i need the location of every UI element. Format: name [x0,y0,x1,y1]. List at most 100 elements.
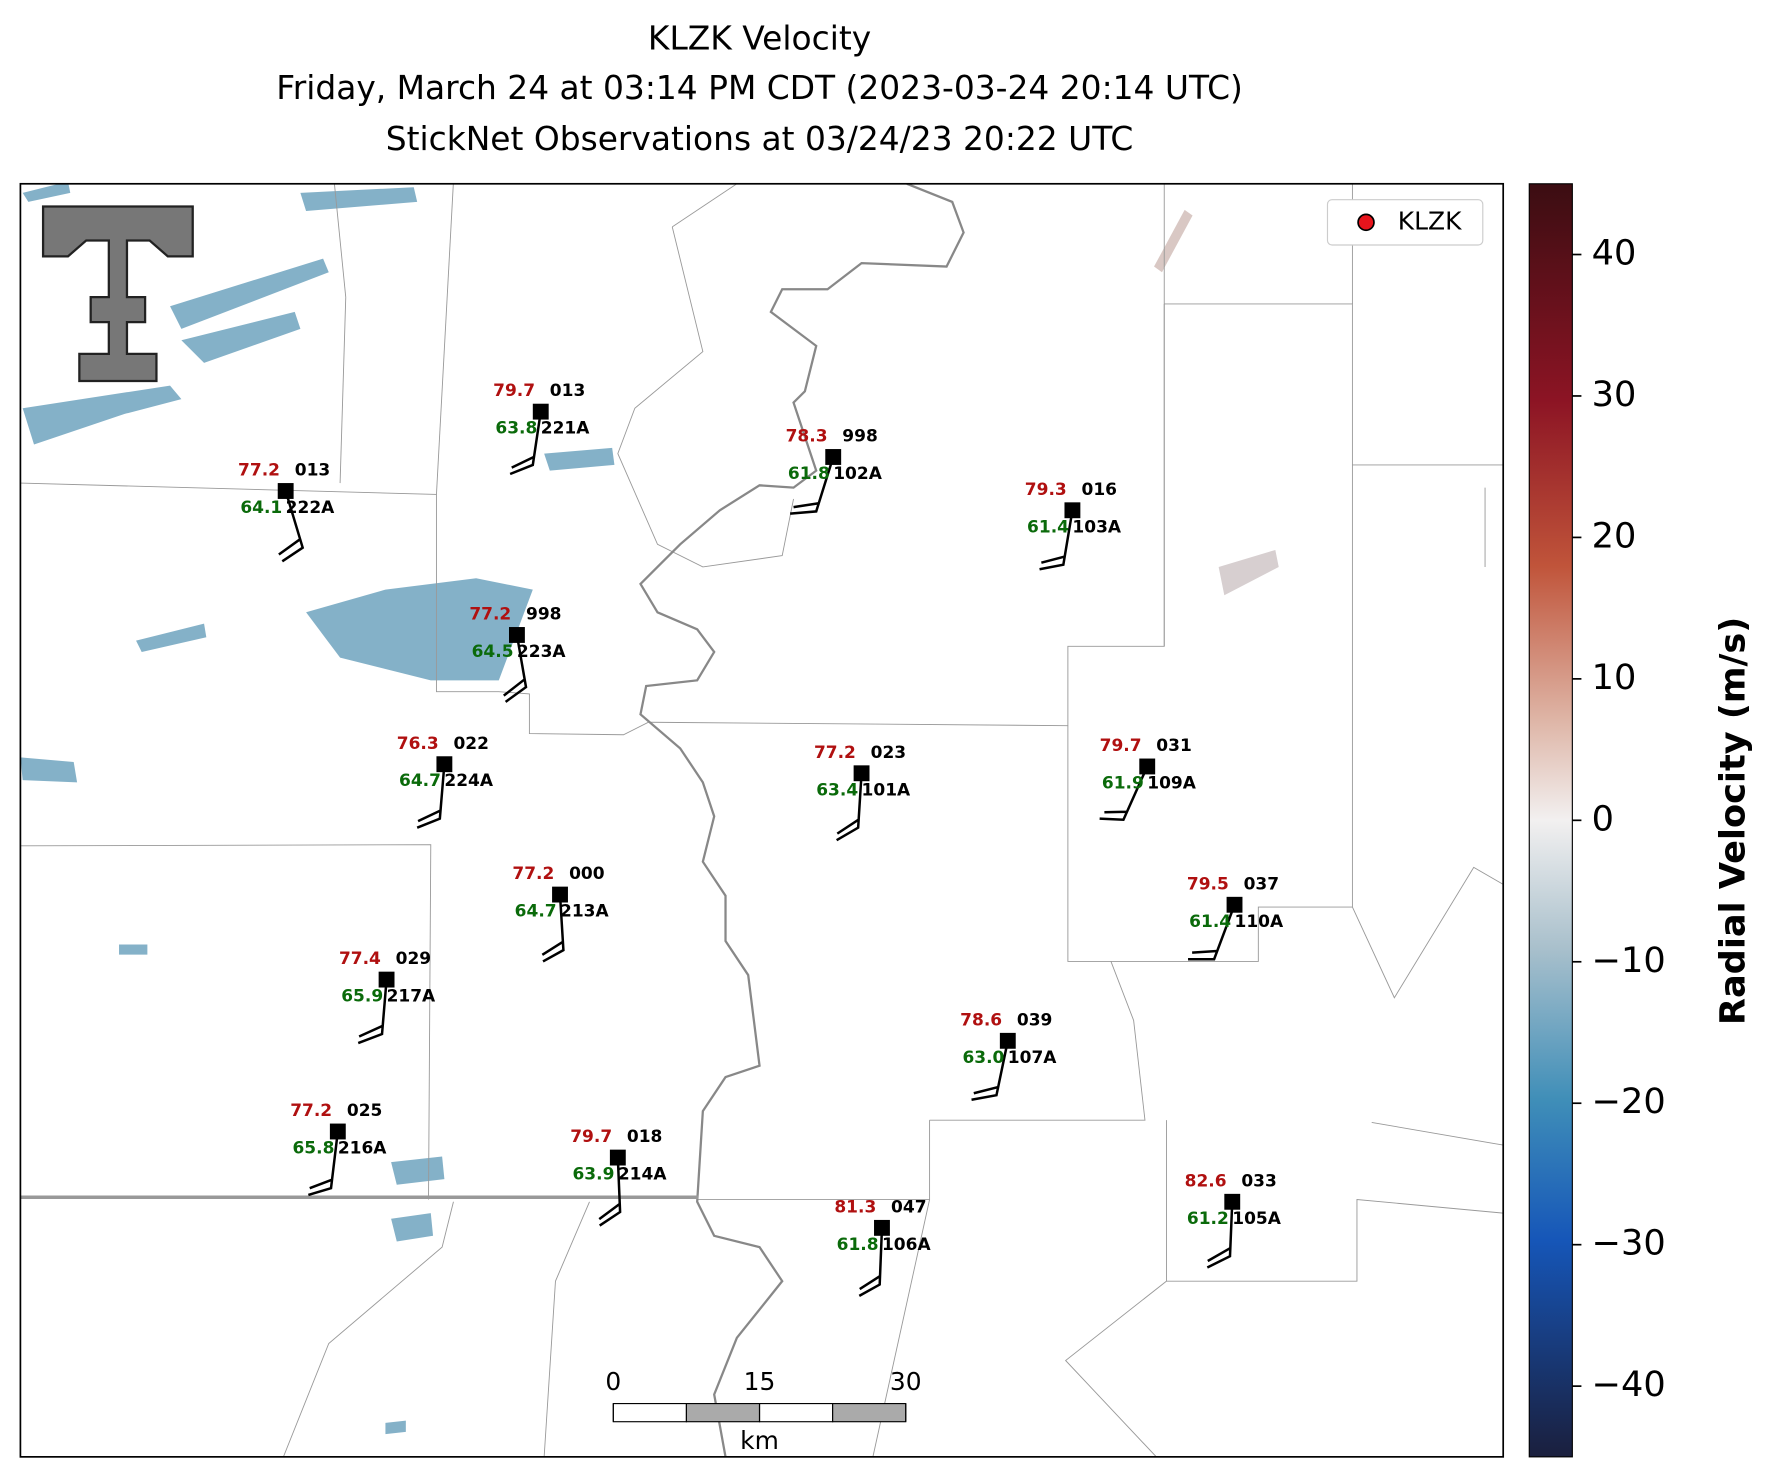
dewpoint: 64.7 [515,902,557,922]
station-marker [874,1219,890,1236]
station-id: 222A [286,498,335,518]
station-id: 103A [1072,517,1121,537]
wind-barb [357,979,388,1045]
legend-marker [1357,213,1375,232]
scale-tick-label: 30 [890,1367,922,1396]
wind-barb [1039,510,1074,571]
pressure: 022 [453,734,488,754]
wind-barb [503,634,528,703]
temperature: 78.6 [960,1010,1002,1030]
dewpoint: 61.9 [1102,773,1144,793]
station-id: 106A [882,1235,931,1255]
colorbar-label: Radial Velocity (m/s) [1712,617,1753,1025]
river [639,183,965,1457]
temperature: 79.7 [493,381,535,401]
pressure: 998 [526,605,562,625]
scale-bar: 0 15 30 km [605,1367,921,1455]
colorbar-tick-label: 30 [1592,374,1637,415]
scale-segment [612,1403,687,1423]
station-id: 107A [1008,1048,1057,1068]
station-id: 101A [862,780,911,800]
station-id: 221A [541,419,590,439]
pressure: 039 [1017,1010,1053,1030]
dewpoint: 64.5 [472,642,514,662]
station-id: 214A [618,1165,667,1185]
temperature: 81.3 [834,1197,876,1217]
station-id: 223A [517,642,566,662]
station-marker [853,765,870,782]
station-marker [277,483,294,499]
pressure: 029 [396,949,431,969]
scale-tick-label: 15 [744,1367,776,1396]
dewpoint: 65.8 [292,1139,334,1159]
dewpoint: 61.2 [1187,1209,1229,1229]
station-marker [1224,1193,1241,1210]
station-marker [329,1123,346,1140]
pressure: 013 [550,381,586,401]
subtitle: Friday, March 24 at 03:14 PM CDT (2023-0… [276,68,1243,107]
map-layer [20,183,1504,1457]
temperature: 79.3 [1025,480,1067,500]
dewpoint: 63.9 [572,1165,614,1185]
station-marker [1064,502,1081,519]
temperature: 77.2 [238,461,280,481]
dewpoint: 63.8 [495,419,537,439]
scale-segment [832,1403,907,1423]
station-marker [609,1149,626,1166]
dewpoint: 65.9 [341,987,383,1007]
station-marker [532,403,549,420]
scale-segment [758,1403,834,1423]
station-id: 102A [833,464,882,484]
station-marker [436,756,453,773]
colorbar-tick-label: 20 [1592,515,1637,556]
wind-barb [858,1227,884,1297]
station-marker [552,886,568,903]
dewpoint: 64.1 [240,498,282,518]
title: KLZK Velocity [648,18,871,57]
station-marker [378,971,395,988]
pressure: 037 [1244,874,1280,894]
scale-segment [685,1403,761,1423]
station-id: 105A [1232,1209,1281,1229]
pressure: 000 [569,864,605,884]
colorbar-tick-label: 10 [1592,657,1637,698]
map-frame [19,182,1505,1458]
temperature: 79.7 [1100,736,1142,756]
subtitle: StickNet Observations at 03/24/23 20:22 … [386,119,1134,158]
colorbar-tick-label: −40 [1592,1364,1666,1405]
colorbar-tick-label: 0 [1592,798,1614,839]
radar-echoes [20,183,1279,1435]
wind-barb [1206,1201,1234,1269]
legend-label: KLZK [1398,206,1462,235]
wind-barb [790,456,835,515]
station-id: 109A [1147,773,1196,793]
temperature: 79.5 [1187,874,1229,894]
dewpoint: 61.4 [1189,912,1231,932]
pressure: 033 [1241,1171,1277,1191]
wind-barb [971,1040,1010,1101]
colorbar-tick-label: −30 [1592,1223,1666,1264]
legend-box [1326,199,1484,246]
wind-barb [598,1157,622,1227]
dewpoint: 61.8 [788,464,830,484]
colorbar [1528,183,1573,1458]
temperature: 77.2 [512,864,554,884]
pressure: 018 [627,1127,663,1147]
temperature: 77.2 [290,1101,332,1121]
wind-barb [509,411,542,476]
pressure: 025 [347,1101,383,1121]
scale-unit: km [740,1426,779,1455]
temperature: 77.2 [469,605,511,625]
dewpoint: 61.4 [1027,517,1069,537]
temperature: 82.6 [1185,1171,1227,1191]
pressure: 047 [891,1197,927,1217]
pressure: 031 [1156,736,1192,756]
pressure: 998 [842,427,878,447]
scale-tick-label: 0 [605,1367,621,1396]
station-marker [1139,758,1156,775]
colorbar-tick-label: 40 [1592,233,1637,274]
station-marker [825,449,842,465]
wind-barb [1099,765,1149,822]
station-id: 217A [387,987,436,1007]
